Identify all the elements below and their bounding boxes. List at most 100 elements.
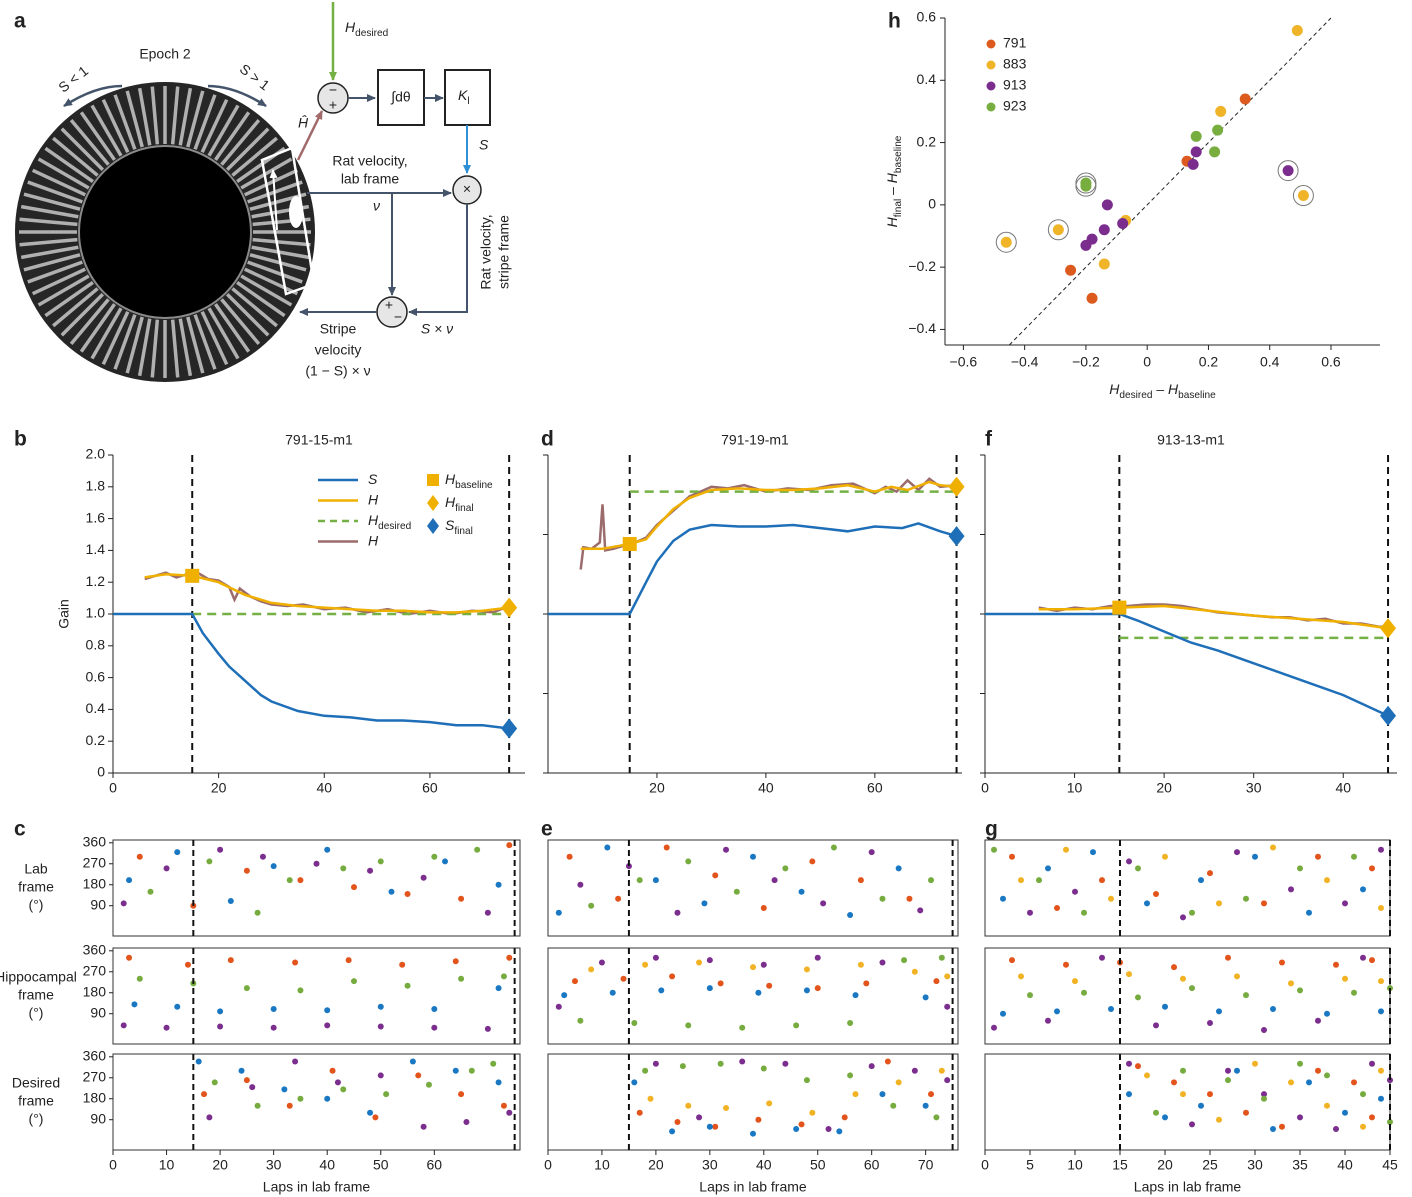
spike <box>1135 865 1141 872</box>
spike <box>658 987 665 994</box>
spike <box>1342 900 1348 907</box>
x-tick-label: −0.6 <box>950 354 978 370</box>
marker <box>622 537 637 552</box>
y-axis-label: frame <box>18 879 54 895</box>
spike <box>1153 1109 1159 1116</box>
spike <box>733 888 740 895</box>
spike <box>1306 1079 1312 1086</box>
spike <box>1279 959 1285 966</box>
highlight-ring <box>1277 160 1299 182</box>
point <box>1052 224 1064 236</box>
spike <box>771 877 778 884</box>
spike <box>1072 888 1078 895</box>
spike <box>1207 1091 1213 1098</box>
spike <box>642 961 649 968</box>
stripe <box>150 86 160 145</box>
spike <box>1180 1091 1186 1098</box>
spike <box>852 1091 859 1098</box>
spike <box>1324 877 1330 884</box>
x-tick-label: 20 <box>648 1157 664 1173</box>
spike <box>928 1091 935 1098</box>
marker <box>948 526 965 547</box>
spike <box>922 1102 929 1109</box>
velocity-label: lab frame <box>341 171 400 187</box>
line <box>548 522 957 616</box>
legend-label-part: final <box>454 526 473 537</box>
y-axis-label: frame <box>18 987 54 1003</box>
velocity-label: Rat velocity, <box>478 214 494 289</box>
stripe <box>186 316 205 374</box>
panel-label: b <box>14 428 27 451</box>
spike <box>717 980 724 987</box>
spike <box>1189 909 1195 916</box>
spike <box>820 900 827 907</box>
x-tick-label: 0 <box>109 780 117 796</box>
y-tick-label: 360 <box>83 833 107 849</box>
spike <box>329 1067 336 1074</box>
marker <box>501 718 518 739</box>
spike <box>452 958 459 965</box>
stripe <box>27 260 83 284</box>
spike <box>286 1102 293 1109</box>
spike <box>254 909 261 916</box>
line <box>1038 604 1389 630</box>
spike <box>1045 1017 1051 1024</box>
spike <box>712 1123 719 1130</box>
x-tick-label: 20 <box>1157 1157 1173 1173</box>
frame <box>984 839 1391 937</box>
spike <box>1099 954 1105 961</box>
spike <box>1135 994 1141 1001</box>
spike <box>1270 1006 1276 1013</box>
spike <box>852 992 859 999</box>
stripe <box>249 253 307 272</box>
spike <box>126 954 133 961</box>
sign: + <box>385 297 393 313</box>
spike <box>1063 961 1069 968</box>
stripe <box>23 192 81 211</box>
velocity-label: (1 − S) × ν <box>305 363 370 379</box>
x-tick-label: 50 <box>810 1157 826 1173</box>
spike <box>685 1022 692 1029</box>
spike <box>906 895 913 902</box>
spike <box>991 1024 997 1031</box>
spike <box>1009 853 1015 860</box>
point <box>1282 165 1294 177</box>
spike <box>431 1006 438 1013</box>
estimate-label: Ĥ <box>298 115 309 131</box>
spike <box>712 872 719 879</box>
spike <box>404 891 411 898</box>
highlight-ring <box>1292 185 1314 207</box>
chart-title: 791-19-m1 <box>721 432 789 448</box>
spike <box>701 900 708 907</box>
spike <box>399 961 406 968</box>
stripe <box>113 94 137 150</box>
y-tick-label: 0.6 <box>86 668 106 684</box>
chart-title: 913-13-m1 <box>1157 432 1225 448</box>
spike <box>755 1116 762 1123</box>
epoch-label: Epoch 2 <box>139 46 191 62</box>
spike <box>685 1102 692 1109</box>
spike <box>1306 909 1312 916</box>
spike <box>324 1095 331 1102</box>
stripe <box>69 119 110 166</box>
spike <box>798 888 805 895</box>
x-tick-label: 0 <box>109 1157 117 1173</box>
spike <box>609 989 616 996</box>
point <box>1080 180 1092 192</box>
x-tick-label: 50 <box>373 1157 389 1173</box>
spike <box>367 1109 374 1116</box>
stripe <box>101 98 130 153</box>
point <box>1080 239 1092 251</box>
stripe <box>60 292 105 337</box>
y-axis-label-part: H <box>884 216 900 227</box>
stripe <box>150 319 160 378</box>
spike <box>555 909 562 916</box>
frame <box>984 1053 1391 1151</box>
spike <box>324 1007 331 1014</box>
x-tick-label: 40 <box>756 1157 772 1173</box>
spike <box>442 858 449 865</box>
legend-label-part: H <box>445 494 456 510</box>
x-tick-label: 60 <box>864 1157 880 1173</box>
x-axis-label-part: baseline <box>1178 390 1216 401</box>
